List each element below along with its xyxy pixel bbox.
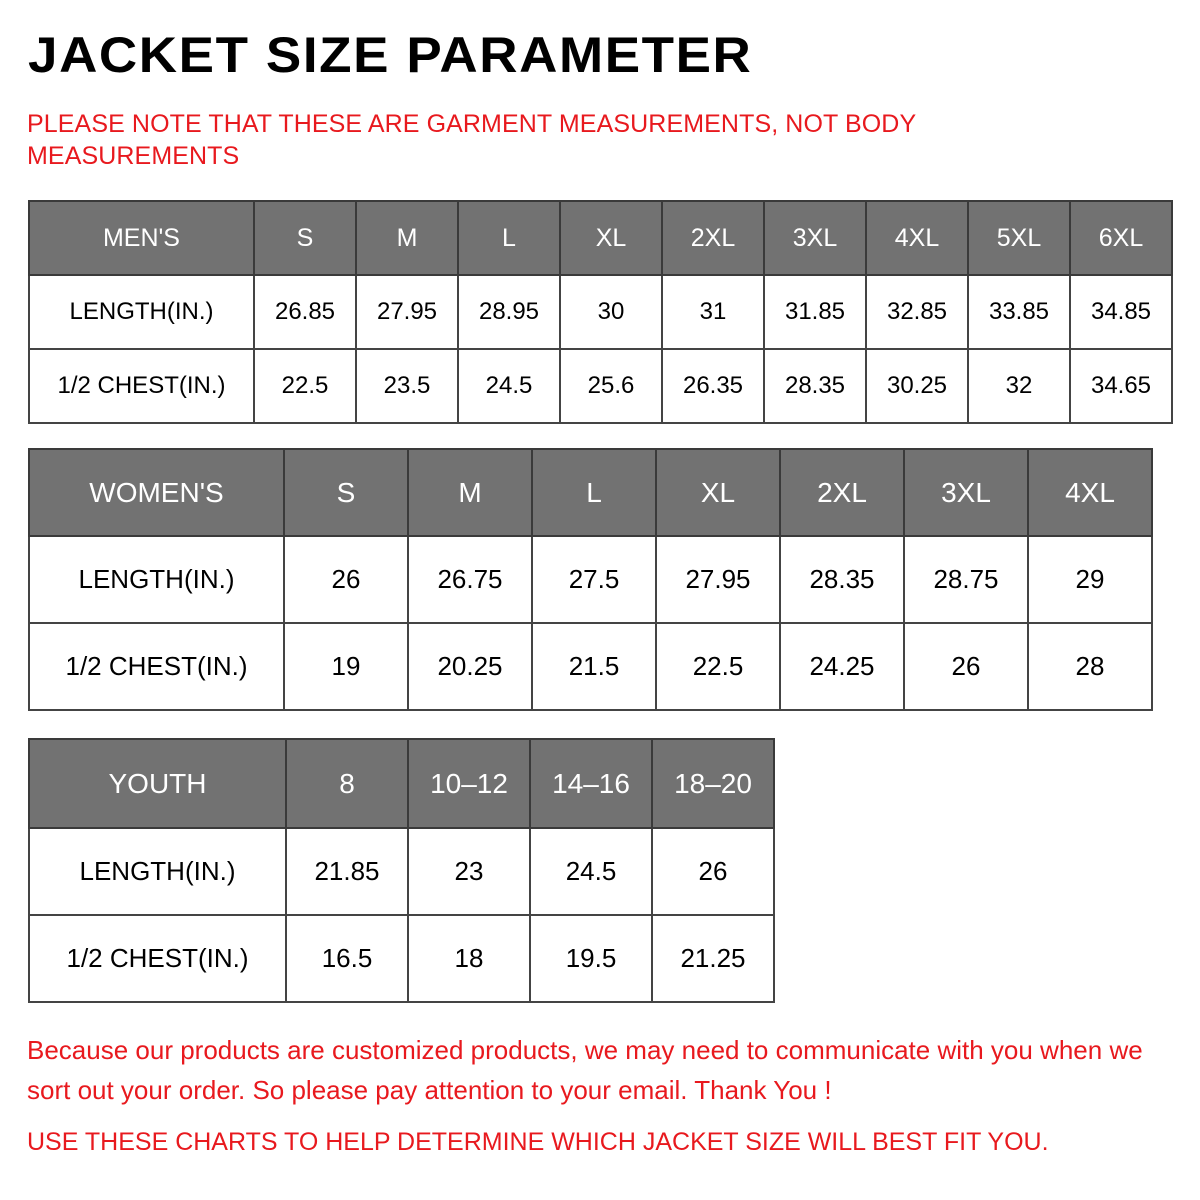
customization-note: Because our products are customized prod… — [27, 1035, 1143, 1105]
mens-size-header: 4XL — [865, 200, 969, 276]
womens-measure-value: 28 — [1027, 622, 1153, 711]
youth-table-body: YOUTH 8 10–12 14–16 18–20 LENGTH(IN.) 21.85 23 2… — [28, 738, 775, 1003]
table-row: LENGTH(IN.) 21.85 23 24.5 26 — [28, 827, 775, 916]
womens-size-table: WOMEN'S S M L XL 2XL 3XL 4XL LENGTH(IN.) 26 26.75 2… — [28, 448, 1153, 711]
mens-measure-value: 25.6 — [559, 348, 663, 424]
womens-size-header: 2XL — [779, 448, 905, 537]
youth-measure-value: 21.85 — [285, 827, 409, 916]
table-row: LENGTH(IN.) 26 26.75 27.5 27.95 28.35 28.75 29 — [28, 535, 1153, 624]
youth-measure-value: 23 — [407, 827, 531, 916]
womens-size-header: M — [407, 448, 533, 537]
mens-measure-value: 30 — [559, 274, 663, 350]
womens-measure-value: 28.75 — [903, 535, 1029, 624]
youth-size-header: 8 — [285, 738, 409, 829]
mens-size-header: XL — [559, 200, 663, 276]
youth-size-table: YOUTH 8 10–12 14–16 18–20 LENGTH(IN.) 21.85 23 2… — [28, 738, 775, 1003]
mens-measure-value: 28.95 — [457, 274, 561, 350]
womens-measure-value: 26 — [283, 535, 409, 624]
youth-measure-label: 1/2 CHEST(IN.) — [28, 914, 287, 1003]
womens-header-row: WOMEN'S S M L XL 2XL 3XL 4XL — [28, 448, 1153, 537]
mens-measure-value: 24.5 — [457, 348, 561, 424]
mens-measure-value: 26.35 — [661, 348, 765, 424]
mens-size-header: 3XL — [763, 200, 867, 276]
womens-measure-value: 27.5 — [531, 535, 657, 624]
womens-size-header: XL — [655, 448, 781, 537]
mens-measure-value: 33.85 — [967, 274, 1071, 350]
womens-measure-value: 26 — [903, 622, 1029, 711]
page-title: JACKET SIZE PARAMETER — [28, 27, 753, 83]
youth-measure-value: 26 — [651, 827, 775, 916]
youth-measure-value: 24.5 — [529, 827, 653, 916]
womens-measure-label: 1/2 CHEST(IN.) — [28, 622, 285, 711]
mens-header-row: MEN'S S M L XL 2XL 3XL 4XL 5XL 6XL — [28, 200, 1173, 276]
womens-measure-value: 26.75 — [407, 535, 533, 624]
womens-size-header: 4XL — [1027, 448, 1153, 537]
mens-measure-value: 31 — [661, 274, 765, 350]
womens-table-body: WOMEN'S S M L XL 2XL 3XL 4XL LENGTH(IN.) 26 26.75 2… — [28, 448, 1153, 711]
womens-size-header: L — [531, 448, 657, 537]
table-row: LENGTH(IN.) 26.85 27.95 28.95 30 31 31.85 32.85… — [28, 274, 1173, 350]
mens-size-header: 6XL — [1069, 200, 1173, 276]
womens-measure-label: LENGTH(IN.) — [28, 535, 285, 624]
mens-measure-value: 22.5 — [253, 348, 357, 424]
womens-size-header: 3XL — [903, 448, 1029, 537]
table-row: 1/2 CHEST(IN.) 19 20.25 21.5 22.5 24.25 26 28 — [28, 622, 1153, 711]
youth-measure-value: 16.5 — [285, 914, 409, 1003]
mens-measure-value: 34.65 — [1069, 348, 1173, 424]
youth-size-header: 18–20 — [651, 738, 775, 829]
youth-category-label: YOUTH — [28, 738, 287, 829]
womens-measure-value: 28.35 — [779, 535, 905, 624]
womens-measure-value: 20.25 — [407, 622, 533, 711]
mens-measure-label: 1/2 CHEST(IN.) — [28, 348, 255, 424]
youth-size-header: 14–16 — [529, 738, 653, 829]
youth-size-header: 10–12 — [407, 738, 531, 829]
mens-measure-value: 31.85 — [763, 274, 867, 350]
mens-size-header: L — [457, 200, 561, 276]
youth-measure-label: LENGTH(IN.) — [28, 827, 287, 916]
womens-measure-value: 27.95 — [655, 535, 781, 624]
mens-measure-value: 34.85 — [1069, 274, 1173, 350]
mens-measure-value: 30.25 — [865, 348, 969, 424]
womens-category-label: WOMEN'S — [28, 448, 285, 537]
mens-size-header: 5XL — [967, 200, 1071, 276]
youth-measure-value: 18 — [407, 914, 531, 1003]
womens-measure-value: 29 — [1027, 535, 1153, 624]
mens-measure-value: 27.95 — [355, 274, 459, 350]
mens-measure-value: 28.35 — [763, 348, 867, 424]
youth-measure-value: 21.25 — [651, 914, 775, 1003]
womens-measure-value: 24.25 — [779, 622, 905, 711]
table-row: 1/2 CHEST(IN.) 16.5 18 19.5 21.25 — [28, 914, 775, 1003]
mens-table-body: MEN'S S M L XL 2XL 3XL 4XL 5XL 6XL LENGTH(IN.) 26.8… — [28, 200, 1173, 424]
chart-usage-note: USE THESE CHARTS TO HELP DETERMINE WHICH… — [27, 1128, 1049, 1156]
mens-size-header: 2XL — [661, 200, 765, 276]
mens-measure-value: 32.85 — [865, 274, 969, 350]
youth-measure-value: 19.5 — [529, 914, 653, 1003]
mens-category-label: MEN'S — [28, 200, 255, 276]
table-row: 1/2 CHEST(IN.) 22.5 23.5 24.5 25.6 26.35 28.35… — [28, 348, 1173, 424]
mens-size-header: M — [355, 200, 459, 276]
womens-size-header: S — [283, 448, 409, 537]
measurement-disclaimer: PLEASE NOTE THAT THESE ARE GARMENT MEASU… — [27, 110, 916, 170]
mens-size-table: MEN'S S M L XL 2XL 3XL 4XL 5XL 6XL LENGTH(IN.) 26.8… — [28, 200, 1173, 424]
womens-measure-value: 19 — [283, 622, 409, 711]
womens-measure-value: 21.5 — [531, 622, 657, 711]
mens-measure-value: 26.85 — [253, 274, 357, 350]
mens-measure-value: 32 — [967, 348, 1071, 424]
youth-header-row: YOUTH 8 10–12 14–16 18–20 — [28, 738, 775, 829]
mens-measure-label: LENGTH(IN.) — [28, 274, 255, 350]
mens-size-header: S — [253, 200, 357, 276]
mens-measure-value: 23.5 — [355, 348, 459, 424]
womens-measure-value: 22.5 — [655, 622, 781, 711]
